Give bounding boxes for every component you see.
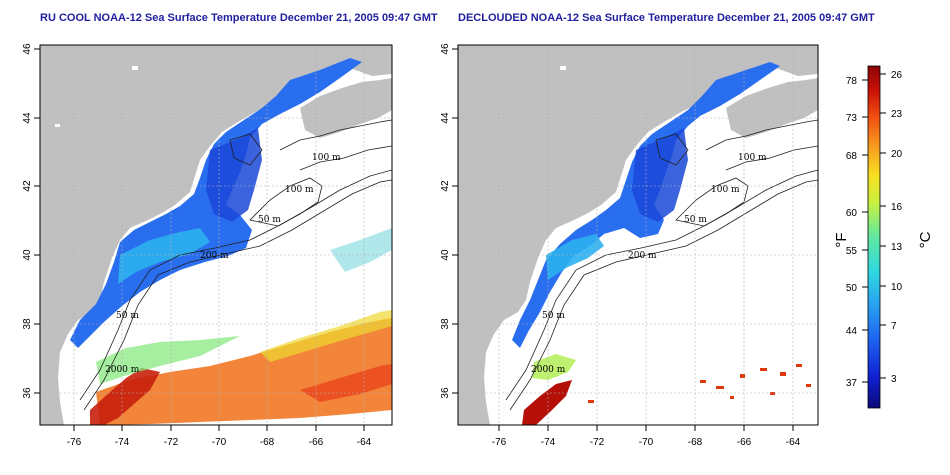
colorbar-gradient [867,65,881,409]
contour-label: 100 m [285,185,314,195]
fahrenheit-tick-label: 78 [846,76,858,87]
lake [560,66,566,70]
left-map: 100 m 100 m 50 m 200 m 50 m 2000 m [22,43,393,448]
sst-mid [118,228,210,284]
left-lat-labels: 46 44 42 40 38 36 [22,43,33,399]
sst-scattered-warm [588,364,811,403]
fahrenheit-tick-label: 55 [846,246,858,257]
fahrenheit-tick-label: 37 [846,378,858,389]
lat-tick-label: 42 [440,180,451,192]
lat-tick-label: 38 [22,318,33,330]
contour-label: 2000 m [105,365,140,375]
fahrenheit-tick-label: 73 [846,113,858,124]
land-mass [458,45,818,425]
lat-tick-label: 40 [440,249,451,261]
celsius-labels: 26 23 20 16 13 10 7 3 [891,70,903,385]
celsius-unit-label: °C [917,231,934,248]
lon-tick-label: -72 [164,437,179,448]
left-lon-labels: -76 -74 -72 -70 -68 -66 -64 [67,437,372,448]
right-map-title: DECLOUDED NOAA-12 Sea Surface Temperatur… [458,12,875,24]
contour-label: 100 m [711,185,740,195]
lon-tick-label: -68 [688,437,703,448]
lon-tick-label: -70 [639,437,654,448]
contour-label: 200 m [200,251,229,261]
celsius-tick-label: 16 [891,202,903,213]
lon-tick-label: -66 [309,437,324,448]
celsius-tick-label: 20 [891,149,903,160]
right-lon-labels: -76 -74 -72 -70 -68 -66 -64 [492,437,801,448]
right-contour-labels: 100 m 100 m 50 m 200 m 50 m 2000 m [531,153,767,375]
nova-scotia [726,78,818,138]
celsius-tick-label: 7 [891,321,897,332]
fahrenheit-tick-label: 50 [846,283,858,294]
fahrenheit-labels: 78 73 68 60 55 50 44 37 [846,76,858,389]
lon-tick-label: -68 [260,437,275,448]
left-contour-labels: 100 m 100 m 50 m 200 m 50 m 2000 m [105,153,341,375]
lon-tick-label: -74 [541,437,556,448]
fahrenheit-tick-label: 68 [846,151,858,162]
contour-label: 50 m [684,215,707,225]
lat-tick-label: 40 [22,249,33,261]
sst-scattered-patches [330,228,392,272]
bathymetry-contours [79,119,393,411]
fahrenheit-unit-label: °F [833,232,850,247]
contour-label: 100 m [312,153,341,163]
lat-tick-label: 38 [440,318,451,330]
contour-label: 2000 m [531,365,566,375]
left-gridlines [40,45,392,425]
lon-tick-label: -72 [590,437,605,448]
land-mass [40,45,392,425]
right-map: 100 m 100 m 50 m 200 m 50 m 2000 m [440,43,819,448]
lon-tick-label: -76 [67,437,82,448]
fahrenheit-tick-label: 44 [846,326,858,337]
lat-tick-label: 46 [440,43,451,55]
left-axis-ticks [34,48,365,431]
sst-yellow-green [532,354,576,380]
sst-gulf-stream-hot [522,380,572,425]
lat-tick-label: 36 [440,387,451,399]
contour-label: 50 m [116,311,139,321]
sst-gulf-stream-hot [90,368,160,425]
colorbar: 78 73 68 60 55 50 44 37 26 23 20 16 13 1… [833,65,934,409]
lat-tick-label: 42 [22,180,33,192]
right-map-frame [457,44,819,426]
left-map-title: RU COOL NOAA-12 Sea Surface Temperature … [40,12,438,24]
sst-cool [206,128,262,222]
lon-tick-label: -66 [737,437,752,448]
lat-tick-label: 36 [22,387,33,399]
lat-tick-label: 44 [440,112,451,124]
left-map-frame [39,44,393,426]
contour-label: 50 m [258,215,281,225]
lake [55,124,60,127]
contour-label: 50 m [542,311,565,321]
sst-yellow-patches [260,310,392,362]
sst-transition [96,336,240,384]
celsius-tick-label: 26 [891,70,903,81]
celsius-tick-label: 13 [891,242,903,253]
lon-tick-label: -70 [212,437,227,448]
fahrenheit-tick-label: 60 [846,208,858,219]
lat-tick-label: 46 [22,43,33,55]
lon-tick-label: -76 [492,437,507,448]
colorbar-ticks [862,73,886,383]
lon-tick-label: -64 [357,437,372,448]
right-axis-ticks [452,48,794,431]
contour-label: 100 m [738,153,767,163]
lat-tick-label: 44 [22,112,33,124]
lake [132,66,138,70]
celsius-tick-label: 23 [891,109,903,120]
celsius-tick-label: 3 [891,374,897,385]
right-lat-labels: 46 44 42 40 38 36 [440,43,451,399]
right-gridlines [458,45,818,425]
lon-tick-label: -74 [115,437,130,448]
sst-mid [546,234,604,280]
celsius-tick-label: 10 [891,282,903,293]
lon-tick-label: -64 [786,437,801,448]
contour-label: 200 m [628,251,657,261]
nova-scotia [300,78,392,138]
sst-orange-patches [300,364,392,402]
